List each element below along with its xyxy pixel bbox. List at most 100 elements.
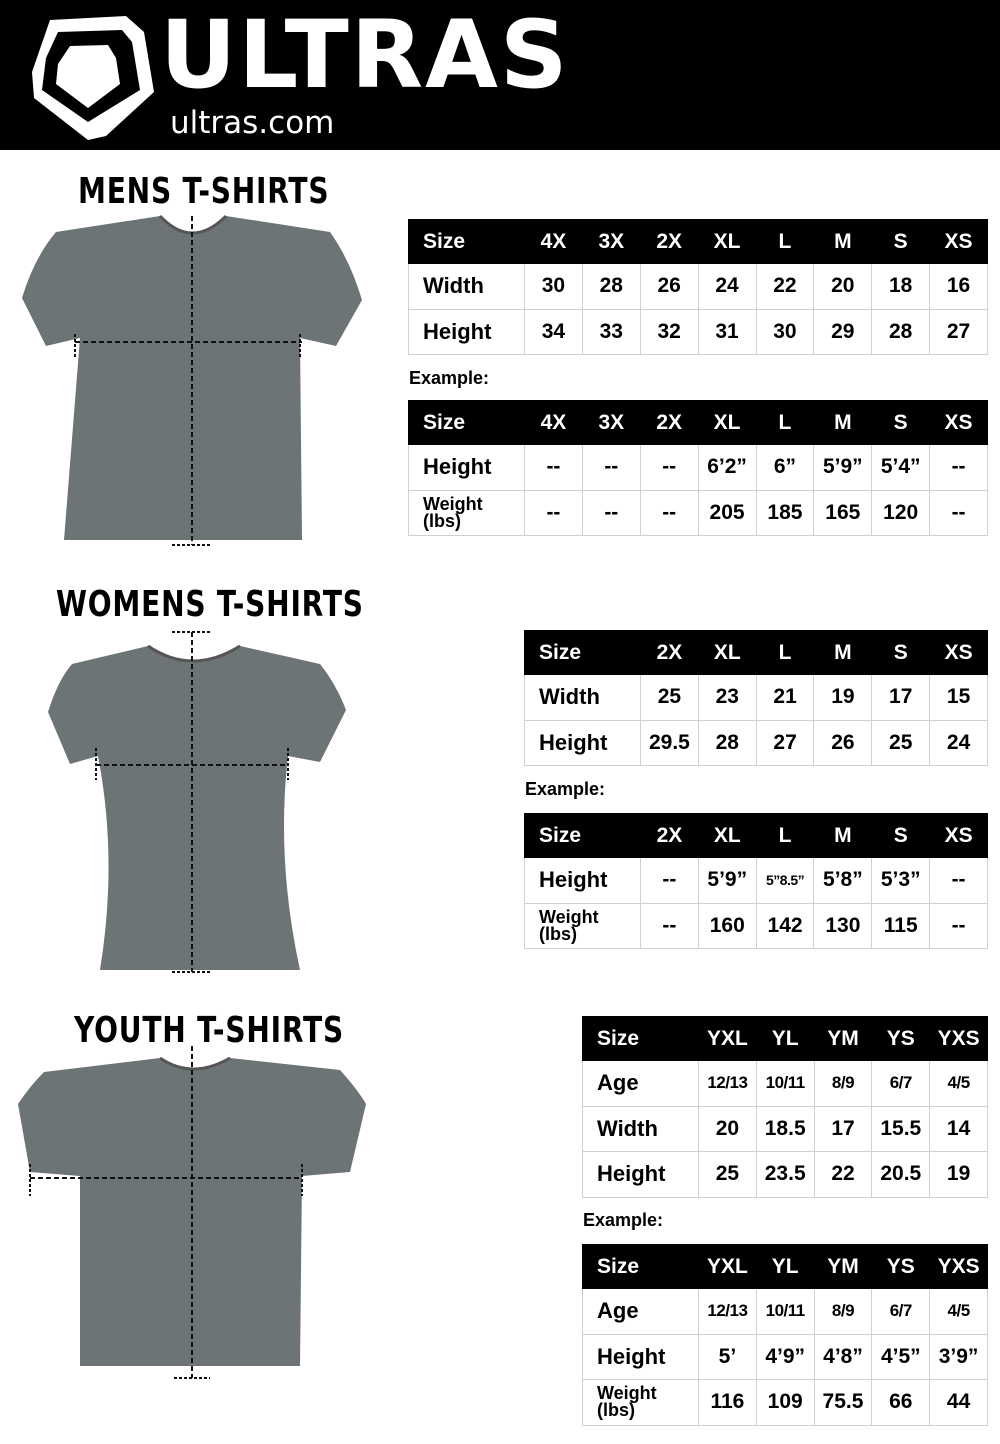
cell: 2X xyxy=(639,400,699,445)
table-row: Height 5’ 4’9” 4’8” 4’5” 3’9” xyxy=(582,1333,988,1380)
cell: M xyxy=(813,219,873,264)
cell: -- xyxy=(640,857,699,904)
cell: 29 xyxy=(813,308,873,355)
cell: 31 xyxy=(697,308,757,355)
table-row: Weight (lbs) -- 160 142 130 115 -- xyxy=(524,902,988,949)
cell: 115 xyxy=(871,902,931,949)
cell: -- xyxy=(929,489,988,536)
mens-example-table: Size 4X 3X 2X XL L M S XS Height -- -- -- 6’2” 6” 5’9” 5… xyxy=(408,400,988,536)
cell: S xyxy=(871,400,931,445)
row-label: Height xyxy=(582,1151,699,1198)
cell: 5’4” xyxy=(871,444,931,491)
cell: XS xyxy=(929,400,988,445)
table-row: Weight (lbs) 116 109 75.5 66 44 xyxy=(582,1379,988,1426)
cell: YM xyxy=(813,1244,873,1289)
table-row: Height 25 23.5 22 20.5 19 xyxy=(582,1151,988,1198)
cell: S xyxy=(871,813,931,858)
cell: 5’3” xyxy=(871,857,931,904)
cell: 6/7 xyxy=(871,1060,931,1107)
cell: 10/11 xyxy=(755,1288,815,1335)
row-label: Size xyxy=(524,813,641,858)
cell: 142 xyxy=(755,902,815,949)
cell: 109 xyxy=(755,1379,815,1426)
cell: 27 xyxy=(755,719,815,766)
cell: 32 xyxy=(639,308,699,355)
cell: YXL xyxy=(698,1016,757,1061)
cell: XL xyxy=(697,400,757,445)
cell: -- xyxy=(639,489,699,536)
cell: L xyxy=(755,813,815,858)
row-label: Size xyxy=(582,1016,699,1061)
cell: 20.5 xyxy=(871,1151,931,1198)
cell: 4/5 xyxy=(929,1060,988,1107)
cell: 5”8.5” xyxy=(755,857,815,904)
cell: YM xyxy=(813,1016,873,1061)
cell: -- xyxy=(929,857,988,904)
cell: -- xyxy=(581,489,641,536)
cell: 23.5 xyxy=(755,1151,815,1198)
cell: XL xyxy=(697,219,757,264)
cell: -- xyxy=(581,444,641,491)
row-label: Height xyxy=(408,308,525,355)
cell: 28 xyxy=(871,308,931,355)
row-label: Size xyxy=(408,219,525,264)
cell: 2X xyxy=(639,219,699,264)
womens-title: WOMENS T-SHIRTS xyxy=(56,584,364,625)
cell: 130 xyxy=(813,902,873,949)
cell: 120 xyxy=(871,489,931,536)
cell: 24 xyxy=(697,263,757,310)
cell: 26 xyxy=(639,263,699,310)
table-header-row: Size 4X 3X 2X XL L M S XS xyxy=(408,400,988,445)
cell: 24 xyxy=(929,719,988,766)
cell: 6/7 xyxy=(871,1288,931,1335)
table-row: Height 34 33 32 31 30 29 28 27 xyxy=(408,308,988,355)
womens-example-table: Size 2X XL L M S XS Height -- 5’9” 5”8.5” 5’8” 5’3” -… xyxy=(524,813,988,949)
cell: -- xyxy=(929,902,988,949)
cell: 4X xyxy=(524,219,583,264)
row-label: Width xyxy=(408,263,525,310)
row-label: Weight (lbs) xyxy=(408,489,525,536)
cell: 5’8” xyxy=(813,857,873,904)
table-row: Width 25 23 21 19 17 15 xyxy=(524,674,988,721)
cell: 3X xyxy=(581,219,641,264)
cell: 16 xyxy=(929,263,988,310)
table-header-row: Size YXL YL YM YS YXS xyxy=(582,1016,988,1061)
brand-name: ULTRAS xyxy=(160,1,570,110)
cell: 6’2” xyxy=(697,444,757,491)
cell: 66 xyxy=(871,1379,931,1426)
table-row: Age 12/13 10/11 8/9 6/7 4/5 xyxy=(582,1288,988,1335)
mens-tshirt-diagram xyxy=(22,214,362,546)
cell: 8/9 xyxy=(813,1288,873,1335)
cell: S xyxy=(871,219,931,264)
cell: 185 xyxy=(755,489,815,536)
cell: 6” xyxy=(755,444,815,491)
cell: XS xyxy=(929,813,988,858)
cell: 30 xyxy=(755,308,815,355)
row-label: Height xyxy=(582,1333,699,1380)
cell: 19 xyxy=(929,1151,988,1198)
cell: 22 xyxy=(755,263,815,310)
table-header-row: Size 4X 3X 2X XL L M S XS xyxy=(408,219,988,264)
cell: 44 xyxy=(929,1379,988,1426)
row-label: Size xyxy=(582,1244,699,1289)
cell: 4’8” xyxy=(813,1333,873,1380)
site-url[interactable]: ultras.com xyxy=(170,105,335,141)
cell: YL xyxy=(755,1016,815,1061)
cell: -- xyxy=(524,489,583,536)
table-header-row: Size 2X XL L M S XS xyxy=(524,630,988,675)
cell: 4/5 xyxy=(929,1288,988,1335)
cell: 15 xyxy=(929,674,988,721)
mens-example-label: Example: xyxy=(409,368,490,388)
cell: 4X xyxy=(524,400,583,445)
cell: YXS xyxy=(929,1016,988,1061)
youth-example-label: Example: xyxy=(583,1210,664,1230)
table-header-row: Size 2X XL L M S XS xyxy=(524,813,988,858)
cell: 20 xyxy=(813,263,873,310)
cell: 160 xyxy=(697,902,757,949)
cell: 12/13 xyxy=(698,1288,757,1335)
womens-measurement-table: Size 2X XL L M S XS Width 25 23 21 19 17 15 Height 29.5… xyxy=(524,630,988,766)
cell: S xyxy=(871,630,931,675)
cell: 25 xyxy=(698,1151,757,1198)
cell: 17 xyxy=(813,1105,873,1152)
row-label: Width xyxy=(582,1105,699,1152)
